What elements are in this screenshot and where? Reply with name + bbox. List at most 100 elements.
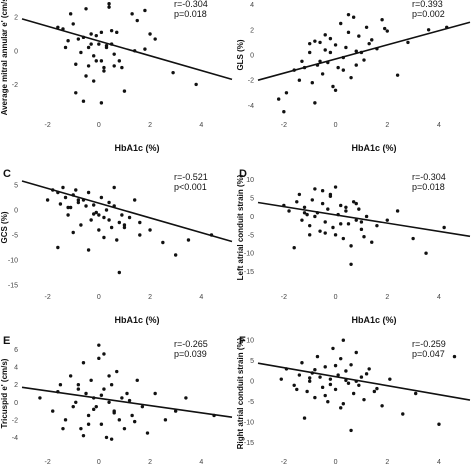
- panel-1-point-29: [120, 65, 124, 70]
- panel-4-point-1: [287, 209, 291, 213]
- panel-6-point-39: [339, 356, 343, 361]
- panel-1-point-45: [99, 101, 104, 105]
- panel-6-point-43: [344, 378, 348, 383]
- panel-1-point-14: [102, 65, 106, 70]
- panel-6-y-tick-label-4: 5: [250, 358, 254, 365]
- panel-5-point-1: [51, 409, 55, 413]
- panel-4-x-tick-label-1: 0: [334, 294, 338, 301]
- panel-4-stat-1: p=0.018: [412, 182, 445, 192]
- panel-4-point-22: [346, 222, 351, 226]
- panel-1-point-2: [66, 39, 70, 43]
- panel-6-x-tick-label-1: 0: [334, 459, 338, 466]
- panel-6-point-31: [388, 377, 392, 381]
- panel-3-x-tick-label-0: -2: [44, 294, 50, 301]
- panel-3-point-3: [58, 202, 63, 206]
- panel-3-point-19: [99, 195, 104, 200]
- panel-5-point-24: [122, 426, 127, 431]
- panel-6-point-17: [336, 373, 340, 377]
- panel-6-point-15: [331, 346, 335, 351]
- panel-1-point-22: [84, 74, 88, 78]
- panel-1-point-16: [107, 5, 111, 9]
- panel-3-point-18: [97, 228, 101, 232]
- panel-3-x-tick-label-3: 4: [199, 294, 203, 301]
- panel-1-point-32: [92, 79, 96, 83]
- panel-5-x-tick-label-0: -2: [44, 459, 50, 466]
- panel-2-point-28: [362, 58, 366, 62]
- panel-2-point-42: [308, 41, 312, 46]
- panel-4-point-26: [357, 207, 361, 211]
- panel-5-point-16: [102, 387, 106, 391]
- panel-1-stat-0: r=-0.304: [174, 0, 208, 9]
- panel-4-point-45: [359, 220, 364, 224]
- panel-4-point-8: [310, 198, 314, 202]
- panel-5-point-28: [140, 404, 145, 409]
- panel-6-point-32: [401, 412, 405, 416]
- panel-3-stat-1: p<0.001: [174, 182, 207, 192]
- panel-5-point-40: [76, 383, 81, 387]
- panel-6-point-28: [367, 367, 371, 371]
- panel-6-y-tick-label-1: -10: [244, 420, 254, 427]
- panel-5-point-25: [125, 391, 129, 396]
- panel-3-point-47: [97, 213, 101, 217]
- panel-5-point-36: [71, 404, 75, 409]
- panel-4-point-24: [351, 200, 356, 204]
- panel-6-point-46: [333, 363, 338, 368]
- panel-6-point-20: [344, 369, 348, 373]
- panel-6-point-45: [375, 386, 379, 391]
- panel-6-point-36: [295, 387, 299, 392]
- panel-1-x-axis-label: HbA1c (%): [114, 143, 159, 153]
- panel-6-y-axis-label: Right atrial conduit strain (%): [236, 337, 245, 449]
- panel-3-point-17: [94, 210, 98, 215]
- panel-1-point-3: [68, 12, 73, 16]
- panel-2-point-12: [320, 72, 325, 76]
- panel-5-point-11: [89, 378, 93, 383]
- panel-2-point-48: [333, 88, 338, 92]
- panel-3-label: C: [3, 168, 11, 180]
- panel-6-point-21: [346, 381, 351, 385]
- panel-1-point-46: [86, 64, 91, 68]
- panel-4-point-9: [313, 187, 317, 191]
- panel-3-point-16: [92, 203, 96, 207]
- panel-1-y-tick-label-0: -2: [12, 82, 18, 89]
- panel-2-point-15: [328, 36, 333, 41]
- panel-2-point-46: [367, 41, 371, 46]
- panel-2-point-24: [351, 15, 356, 19]
- panel-3-point-7: [68, 205, 73, 210]
- panel-6-point-35: [452, 354, 457, 359]
- panel-2-point-30: [370, 38, 374, 42]
- panel-3-point-25: [115, 238, 119, 242]
- panel-4-x-tick-label-3: 4: [437, 294, 441, 301]
- panel-6-point-40: [349, 428, 353, 433]
- panel-6-point-5: [305, 389, 309, 394]
- panel-2-point-2: [284, 91, 289, 95]
- panel-4-x-tick-label-0: -2: [281, 294, 287, 301]
- panel-2-point-11: [318, 40, 322, 45]
- panel-4-point-46: [333, 233, 338, 237]
- panel-2-point-47: [382, 26, 387, 31]
- panel-4-y-tick-label-4: 5: [250, 196, 254, 203]
- panel-3-point-14: [86, 190, 91, 195]
- panel-1-point-28: [115, 30, 119, 35]
- panel-2-y-tick-label-3: 2: [250, 27, 254, 34]
- panel-3-point-21: [104, 208, 109, 212]
- panel-5-point-43: [112, 411, 116, 415]
- panel-1-x-tick-label-0: -2: [44, 122, 50, 129]
- panel-5-point-7: [79, 426, 83, 431]
- panel-4-point-34: [411, 236, 415, 241]
- panel-5-point-33: [184, 396, 188, 400]
- panel-5-fit-line: [21, 386, 233, 419]
- panel-3-point-15: [89, 218, 93, 222]
- panel-1-point-40: [194, 82, 198, 87]
- panel-5-point-10: [86, 413, 91, 418]
- panel-3-point-46: [138, 233, 142, 237]
- panel-6-x-tick-label-3: 4: [437, 459, 441, 466]
- panel-4-point-43: [328, 192, 333, 197]
- panel-3-point-44: [107, 218, 111, 222]
- panel-4-point-38: [308, 233, 312, 237]
- panel-6-x-tick-label-2: 2: [385, 459, 389, 466]
- panel-6-point-26: [359, 375, 364, 379]
- panel-1-point-27: [109, 28, 114, 33]
- panel-3-y-axis-label: GCS (%): [0, 211, 9, 243]
- panel-6-point-42: [328, 382, 333, 387]
- panel-3-y-tick-label-4: 5: [14, 183, 18, 190]
